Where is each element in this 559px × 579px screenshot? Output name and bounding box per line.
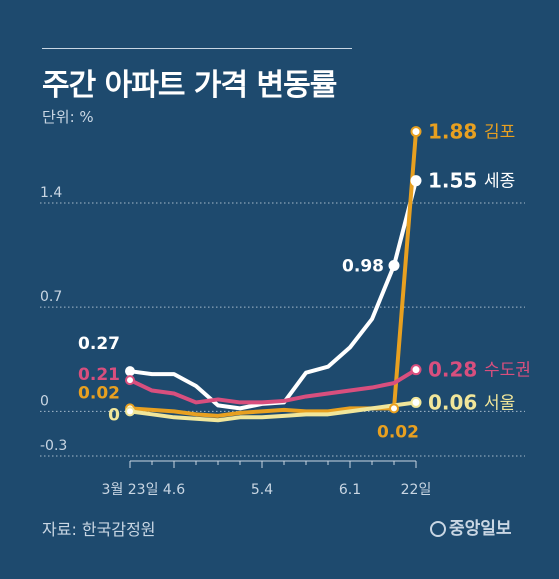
end-marker	[410, 126, 422, 138]
series-line-수도권	[128, 367, 418, 405]
end-name-label: 수도권	[484, 361, 531, 381]
end-marker	[410, 175, 422, 187]
end-name-label: 서울	[484, 393, 515, 413]
end-marker	[410, 396, 422, 408]
end-name-label: 김포	[484, 123, 515, 143]
brand-logo: 중앙일보	[430, 514, 512, 539]
end-name-label: 세종	[484, 172, 515, 192]
x-tick-label: 5.4	[251, 482, 273, 498]
end-value-label: 1.55	[428, 169, 477, 193]
end-value-label: 0.28	[428, 358, 477, 382]
data-annotation: 0.02	[78, 383, 120, 403]
x-tick-label: 6.1	[339, 482, 361, 498]
marker-layer	[125, 126, 422, 417]
grid-layer: 1.4 0.7 0 -0.3 3월 23일 4.6 5.4 6.1 22일	[40, 185, 525, 498]
end-value-label: 0.06	[428, 390, 477, 414]
y-tick-label: 0	[40, 393, 49, 409]
start-marker	[125, 366, 135, 377]
source-note: 자료: 한국감정원	[42, 520, 156, 539]
series-layer	[128, 129, 418, 423]
y-tick-label: -0.3	[40, 438, 67, 454]
end-marker	[410, 364, 422, 376]
y-tick-label: 1.4	[40, 185, 62, 201]
title-rule	[42, 48, 352, 49]
data-annotation: 0.98	[342, 257, 384, 277]
brand-circle-icon	[430, 521, 446, 537]
end-value-label: 1.88	[428, 120, 477, 144]
data-annotation: 0	[108, 405, 120, 425]
data-annotation: 0.21	[78, 365, 120, 385]
x-tick-label: 4.6	[163, 482, 185, 498]
brand-name: 중앙일보	[449, 519, 512, 539]
series-line-서울	[128, 400, 418, 423]
start-marker	[125, 375, 135, 386]
mid-marker	[388, 260, 400, 272]
unit-label: 단위: %	[42, 108, 94, 126]
series-line-세종	[128, 178, 418, 411]
data-annotation: 0.02	[377, 422, 419, 442]
start-marker	[125, 406, 135, 417]
x-tick-label: 22일	[401, 482, 432, 498]
x-tick-label: 3월 23일	[102, 482, 159, 498]
y-tick-label: 0.7	[40, 289, 62, 305]
data-annotation: 0.27	[78, 334, 120, 354]
mid-marker	[389, 403, 399, 414]
page-title: 주간 아파트 가격 변동률	[42, 68, 337, 103]
